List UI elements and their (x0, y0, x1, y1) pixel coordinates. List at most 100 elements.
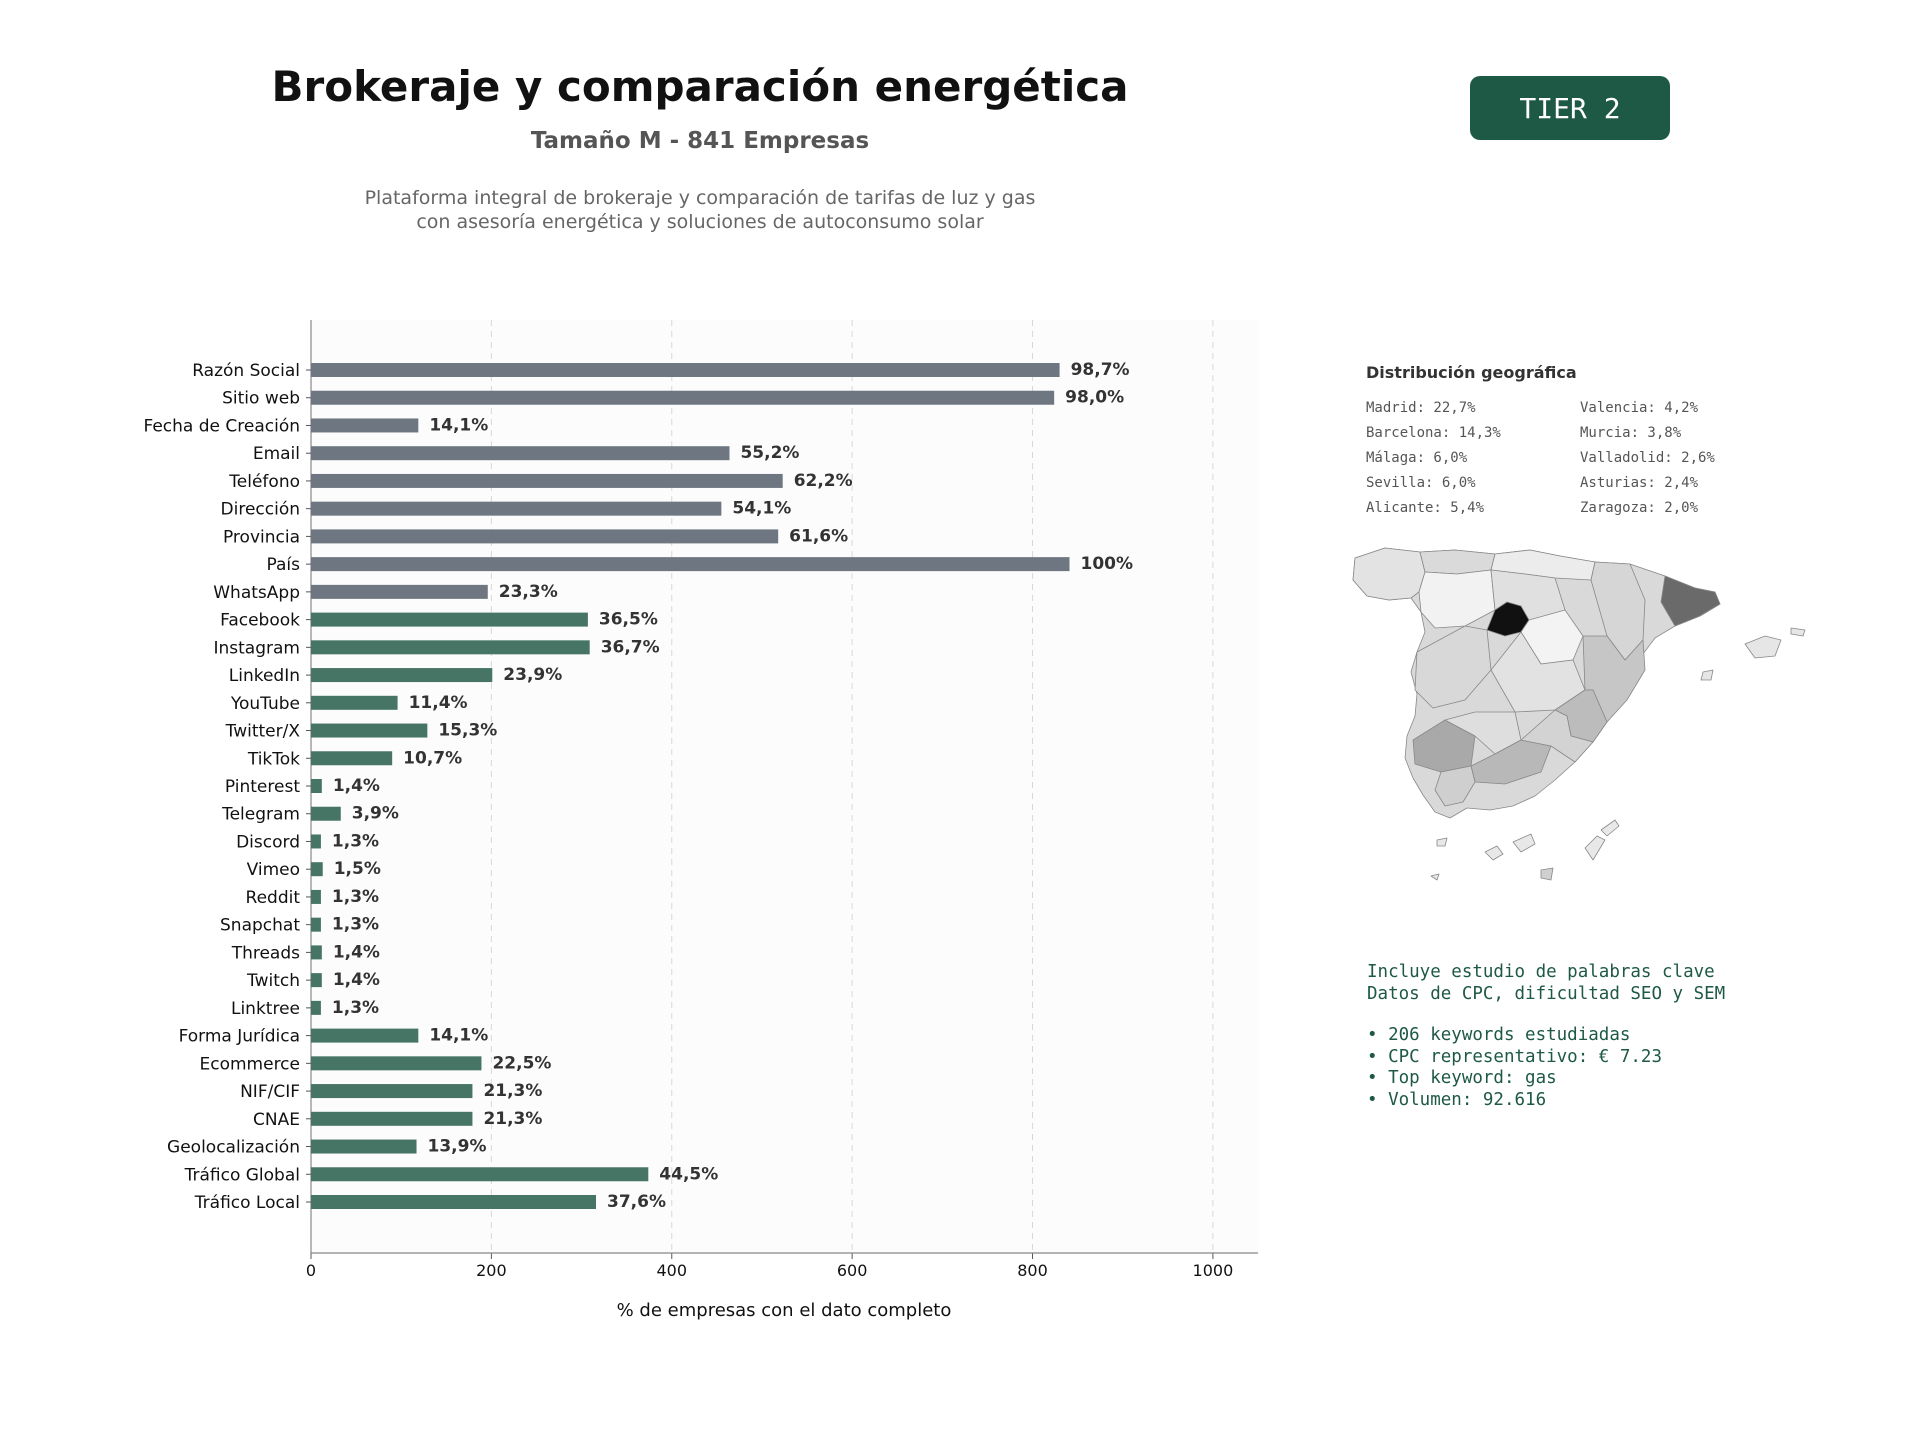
data-label: 3,9% (352, 804, 399, 824)
geo-item: Barcelona: 14,3% (1366, 425, 1501, 441)
bar (311, 473, 783, 488)
page-title: Brokeraje y comparación energética (271, 62, 1129, 111)
map-balearic-ibiza (1700, 669, 1714, 681)
bar (311, 640, 590, 655)
category-label: Razón Social (192, 361, 300, 381)
bar (311, 1167, 649, 1182)
map-canary-2 (1484, 845, 1504, 861)
bar-chart: % de empresas con el dato completo 0 200 4… (143, 320, 1258, 1321)
bar (311, 751, 393, 766)
category-label: Email (253, 444, 300, 464)
category-label: Geolocalización (167, 1138, 300, 1158)
data-label: 61,6% (789, 526, 848, 546)
bar (311, 668, 493, 683)
data-label: 10,7% (403, 748, 462, 768)
keywords-bullet: • CPC representativo: € 7.23 (1367, 1046, 1663, 1067)
bar (311, 557, 1070, 572)
data-label: 1,3% (332, 887, 379, 907)
geo-list: Madrid: 22,7% Valencia: 4,2% Barcelona: … (1366, 400, 1786, 516)
data-label: 1,4% (333, 942, 380, 962)
keywords-line-2: Datos de CPC, dificultad SEO y SEM (1367, 983, 1726, 1004)
data-label: 55,2% (740, 443, 799, 463)
category-label: Provincia (223, 527, 300, 547)
data-label: 1,3% (332, 831, 379, 851)
keywords-line-1: Incluye estudio de palabras clave (1367, 962, 1715, 982)
category-label: Instagram (214, 638, 301, 658)
category-label: Linktree (231, 999, 300, 1019)
geo-item: Murcia: 3,8% (1580, 425, 1682, 441)
data-label: 23,3% (499, 582, 558, 602)
category-label: Discord (236, 832, 300, 852)
map-canary-7 (1430, 873, 1440, 881)
category-label: Reddit (246, 888, 301, 908)
map-region-lamancha (1490, 631, 1586, 713)
bar (311, 1028, 419, 1043)
geo-item: Valladolid: 2,6% (1580, 450, 1715, 466)
category-label: País (267, 555, 301, 575)
category-label: Forma Jurídica (179, 1027, 300, 1047)
description-line-2: con asesoría energética y soluciones de … (416, 211, 984, 233)
bar (311, 889, 321, 904)
data-label: 21,3% (483, 1081, 542, 1101)
data-label: 1,4% (333, 970, 380, 990)
category-label: Twitch (246, 971, 300, 991)
spain-map (1352, 547, 1806, 881)
map-region-granada (1520, 709, 1594, 763)
geo-item: Asturias: 2,4% (1580, 475, 1699, 491)
category-label: Threads (231, 943, 300, 963)
category-label: NIF/CIF (240, 1082, 300, 1102)
bar (311, 584, 488, 599)
x-tick-label: 800 (1017, 1261, 1048, 1280)
map-region-cadiz (1434, 765, 1476, 807)
geo-item: Sevilla: 6,0% (1366, 475, 1476, 491)
bar (311, 862, 323, 877)
category-label: Tráfico Global (184, 1165, 300, 1185)
x-tick-label: 600 (837, 1261, 868, 1280)
geo-item: Málaga: 6,0% (1366, 450, 1468, 466)
page-subtitle: Tamaño M - 841 Empresas (530, 128, 870, 154)
category-label: Vimeo (247, 860, 300, 880)
bar (311, 446, 730, 461)
x-tick-label: 1000 (1193, 1261, 1234, 1280)
data-label: 11,4% (409, 693, 468, 713)
data-label: 44,5% (659, 1164, 718, 1184)
data-label: 62,2% (794, 471, 853, 491)
category-label: Facebook (220, 611, 300, 631)
category-label: Tráfico Local (194, 1193, 300, 1213)
data-label: 23,9% (503, 665, 562, 685)
bar (311, 363, 1060, 377)
bar (311, 723, 428, 738)
bar (311, 1056, 482, 1071)
bar (311, 779, 322, 793)
bar (311, 806, 341, 821)
data-label: 1,3% (332, 915, 379, 935)
category-label: Dirección (221, 500, 300, 520)
data-label: 13,9% (428, 1137, 487, 1157)
map-balearic-mallorca (1744, 635, 1782, 659)
category-label: Ecommerce (200, 1054, 301, 1074)
bar (311, 1195, 597, 1209)
data-label: 15,3% (438, 721, 497, 741)
bar (311, 1111, 473, 1126)
bar (311, 695, 398, 710)
page-description: Plataforma integral de brokeraje y compa… (0, 186, 1400, 234)
category-label: WhatsApp (213, 583, 300, 603)
category-label: Twitter/X (225, 722, 301, 742)
category-label: Teléfono (228, 472, 300, 492)
data-label: 36,7% (601, 637, 660, 657)
map-region-malaga (1470, 739, 1552, 785)
map-balearic-menorca (1790, 627, 1806, 637)
data-label: 37,6% (607, 1192, 666, 1212)
bar (311, 834, 321, 849)
bar (311, 529, 779, 544)
data-label: 1,4% (333, 776, 380, 796)
bar (311, 1000, 321, 1015)
x-tick-label: 0 (306, 1261, 316, 1280)
description-line-1: Plataforma integral de brokeraje y compa… (364, 187, 1036, 209)
map-region-galicia (1352, 547, 1426, 601)
geo-item: Madrid: 22,7% (1366, 400, 1476, 416)
category-label: Fecha de Creación (143, 416, 300, 436)
category-label: Telegram (221, 805, 300, 825)
map-canary-5 (1584, 835, 1606, 861)
map-canary-4 (1540, 867, 1554, 881)
